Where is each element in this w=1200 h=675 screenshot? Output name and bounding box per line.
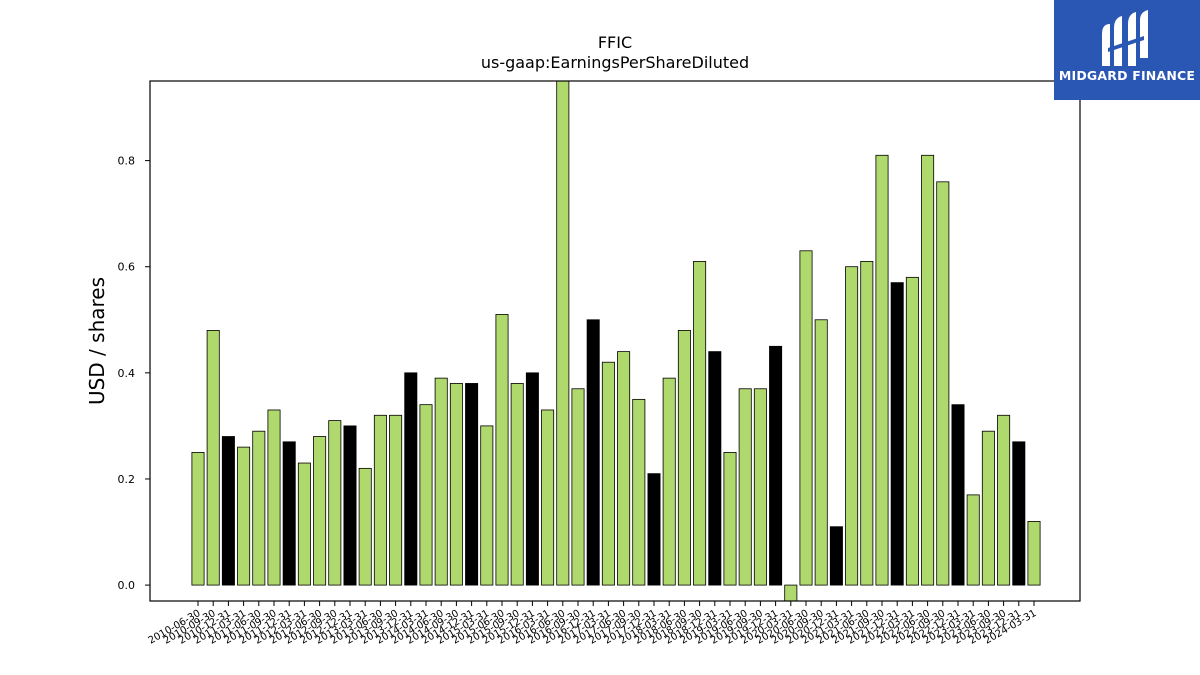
bar-2013-09-30 xyxy=(389,414,403,586)
plot-frame xyxy=(149,80,1081,602)
bar-2015-09-30 xyxy=(510,383,524,586)
y-tick-label: 0.6 xyxy=(118,261,136,274)
bar-2020-06-30 xyxy=(799,250,813,586)
bar-2021-03-31 xyxy=(845,266,859,586)
bar-2020-09-30 xyxy=(814,319,828,586)
bar-2023-09-30 xyxy=(997,414,1011,586)
bar-2019-12-31 xyxy=(769,345,783,586)
bar-2015-06-30 xyxy=(495,314,509,586)
bar-2016-12-31 xyxy=(586,319,600,586)
bar-2012-09-30 xyxy=(328,420,342,586)
bar-2013-12-31 xyxy=(404,372,418,586)
bar-2022-09-30 xyxy=(936,181,950,586)
y-tick-label: 0.8 xyxy=(118,155,136,168)
bar-2011-12-31 xyxy=(282,441,296,586)
bar-2017-03-31 xyxy=(601,361,615,586)
bar-2012-12-31 xyxy=(343,425,357,586)
bar-2013-06-30 xyxy=(373,414,387,586)
bar-2011-06-30 xyxy=(252,430,266,586)
bar-2022-03-31 xyxy=(905,276,919,586)
bar-2014-09-30 xyxy=(449,383,463,586)
bar-2012-06-30 xyxy=(313,436,327,586)
y-tick-label: 0.2 xyxy=(118,473,136,486)
chart-title: FFIC xyxy=(598,33,632,52)
brand-logo-text: MIDGARD FINANCE xyxy=(1058,68,1196,83)
bar-2014-12-31 xyxy=(465,383,479,586)
bar-2015-03-31 xyxy=(480,425,494,586)
bar-2021-12-31 xyxy=(890,282,904,586)
y-axis-label: USD / shares xyxy=(85,277,109,405)
bar-2014-06-30 xyxy=(434,377,448,586)
bar-2010-09-30 xyxy=(206,329,220,586)
brand-logo: MIDGARD FINANCE xyxy=(1054,0,1200,100)
bar-2018-06-30 xyxy=(677,329,691,586)
bar-2021-06-30 xyxy=(860,261,874,586)
bar-2016-09-30 xyxy=(571,388,585,586)
bar-2013-03-31 xyxy=(358,467,372,586)
bars-group xyxy=(191,80,1041,602)
bar-2011-09-30 xyxy=(267,409,281,586)
bar-2020-03-31 xyxy=(784,584,798,602)
bar-2012-03-31 xyxy=(297,462,311,586)
bar-2019-06-30 xyxy=(738,388,752,586)
chart-subtitle: us-gaap:EarningsPerShareDiluted xyxy=(481,53,749,72)
bar-2023-12-31 xyxy=(1012,441,1026,586)
bar-2023-03-31 xyxy=(966,494,980,586)
bar-2010-06-30 xyxy=(191,452,205,586)
bar-2016-06-30 xyxy=(556,80,570,586)
midgard-logo-icon xyxy=(1102,10,1148,66)
bar-2011-03-31 xyxy=(237,446,251,586)
bar-2016-03-31 xyxy=(541,409,555,586)
bar-2019-09-30 xyxy=(753,388,767,586)
bar-2015-12-31 xyxy=(525,372,539,586)
bar-2024-03-31 xyxy=(1027,521,1041,586)
bar-2022-06-30 xyxy=(921,154,935,586)
bar-2018-09-30 xyxy=(693,261,707,586)
bar-2021-09-30 xyxy=(875,154,889,586)
bar-2022-12-31 xyxy=(951,404,965,586)
bar-2020-12-31 xyxy=(829,526,843,586)
bar-2017-12-31 xyxy=(647,473,661,586)
bar-2018-03-31 xyxy=(662,377,676,586)
y-tick-label: 0.4 xyxy=(118,367,136,380)
bar-2014-03-31 xyxy=(419,404,433,586)
bar-2023-06-30 xyxy=(981,430,995,586)
bar-2018-12-31 xyxy=(708,351,722,586)
x-ticks-group: 2010-06-302010-09-302010-12-312011-03-31… xyxy=(147,601,1039,647)
bar-2017-06-30 xyxy=(617,351,631,586)
y-tick-label: 0.0 xyxy=(118,579,136,592)
bar-2017-09-30 xyxy=(632,398,646,586)
bar-2010-12-31 xyxy=(221,436,235,586)
bar-2019-03-31 xyxy=(723,452,737,586)
y-ticks-group: 0.0 0.2 0.4 0.6 0.8 xyxy=(118,155,150,592)
